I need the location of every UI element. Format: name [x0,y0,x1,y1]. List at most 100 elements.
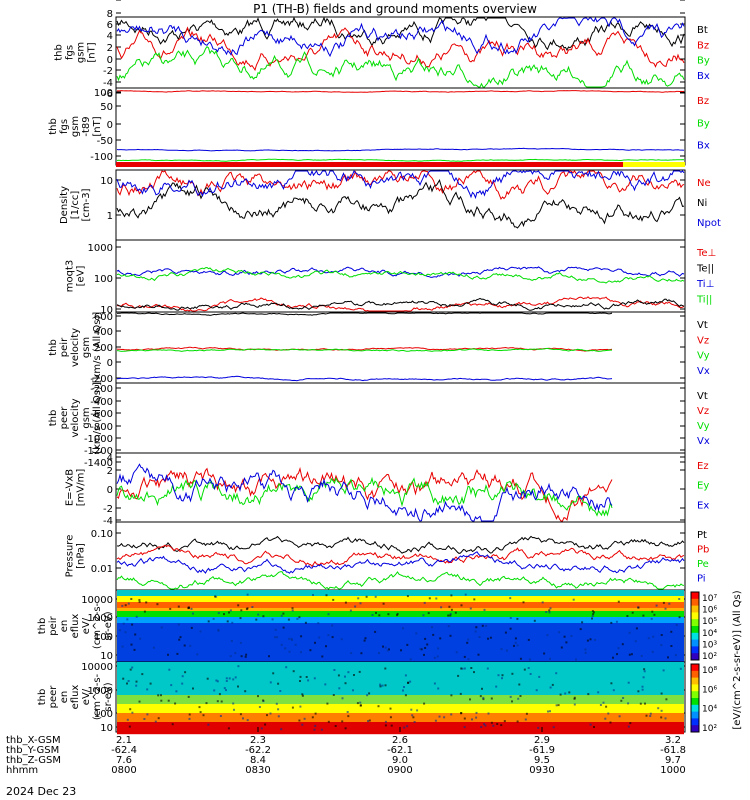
spectrogram-speck [490,721,493,724]
spectrogram-speck [440,606,443,609]
spectrogram-speck [129,668,132,671]
spectrogram-speck [363,639,366,642]
spectrogram-speck [277,708,280,711]
spectrogram-speck [423,653,425,656]
spectrogram-band [117,707,684,711]
spectrogram-speck [437,647,440,650]
spectrogram-band [117,680,684,684]
spectrogram-speck [352,689,354,692]
spectrogram-speck [327,613,330,616]
spectrogram-speck [470,667,473,669]
spectrogram-speck [384,720,387,723]
colorbar-segment [691,592,699,600]
spectrogram-speck [450,608,453,611]
ylabel-fgs_gsm: thbfgsgsm[nT] [54,42,98,63]
spectrogram-speck [423,702,426,705]
axis-row-value: 7.6 [116,755,132,766]
spectrogram-speck [475,716,478,719]
spectrogram-speck [545,611,548,613]
spectrogram-speck [629,722,632,725]
series-fgs_gsm-Bz [116,26,685,72]
spectrogram-speck [246,593,249,596]
spectrogram-speck [610,621,613,624]
ytick-label: -200 [90,374,113,385]
spectrogram-speck [359,704,362,707]
ytick-label: 1000 [88,686,113,697]
spectrogram-speck [538,675,541,678]
ytick-label: -600 [90,409,113,420]
spectrogram-speck [670,630,673,633]
spectrogram-speck [523,668,526,671]
spectrogram-speck [678,598,681,600]
spectrogram-speck [198,706,201,709]
spectrogram-speck [327,634,330,637]
spectrogram-speck [135,615,138,618]
spectrogram-band [117,629,684,633]
spectrogram-speck [433,656,436,659]
spectrogram-speck [537,726,540,729]
colorbar-segment [691,725,699,733]
spectrogram-speck [402,689,404,692]
spectrogram-speck [551,683,554,686]
legend-pressure-2: Pe [697,559,709,570]
ytick-label: 10000 [81,595,113,606]
spectrogram-band [117,689,684,693]
ylabel-peer_velocity: thbpeervelocitygsm[km/s (All Qs)] [48,382,103,454]
spectrogram-speck [651,650,654,653]
colorbar-segment [691,605,699,613]
spectrogram-speck [411,714,414,717]
spectrogram-speck [212,617,215,620]
spectrogram-speck [269,681,272,684]
spectrogram-speck [448,605,451,608]
ytick-label: -4 [103,78,113,89]
spectrogram-speck [660,644,663,647]
spectrogram-speck [271,618,274,621]
spectrogram-speck [482,696,485,699]
ytick-label: 10 [100,176,113,187]
series-fgs_gsm_t89-Bz [117,90,685,93]
spectrogram-speck [280,728,283,731]
spectrogram-speck [299,680,301,682]
spectrogram-speck [509,597,512,600]
spectrogram-speck [647,637,650,640]
spectrogram-speck [290,637,293,640]
spectrogram-speck [138,700,141,703]
spectrogram-speck [371,614,374,616]
series-fgs_gsm_t89-Bx [116,147,685,152]
spectrogram-speck [486,667,489,670]
spectrogram-speck [242,717,244,720]
legend-fgs_gsm-1: Bz [697,40,709,51]
axis-row-value: 2.6 [392,735,408,746]
spectrogram-speck [396,612,399,615]
spectrogram-speck [438,715,441,718]
spectrogram-speck [332,598,335,601]
spectrogram-speck [381,684,384,687]
spectrogram-speck [327,720,330,723]
spectrogram-speck [420,648,423,651]
spectrogram-speck [652,635,655,638]
spectrogram-speck [146,713,149,716]
spectrogram-speck [549,686,552,689]
spectrogram-speck [484,724,487,727]
axis-row-value: 9.5 [534,755,550,766]
ytick-label: 600 [94,312,113,323]
spectrogram-speck [138,600,141,603]
spectrogram-speck [450,694,453,697]
spectrogram-speck [156,603,159,606]
spectrogram-speck [301,694,304,697]
colorbar-tick: 10⁶ [702,606,717,616]
spectrogram-speck [347,715,350,718]
colorbar-tick: 10⁸ [702,666,717,676]
spectrogram-speck [318,636,321,639]
spectrogram-speck [325,594,328,597]
spectrogram-speck [592,611,595,614]
ytick-label: 1 [107,211,113,222]
spectrogram-speck [228,611,230,614]
spectrogram-band [117,731,684,735]
series-density-Npot [116,169,685,200]
spectrogram-speck [344,675,346,678]
axis-row-label: thb_Y-GSM [6,745,59,756]
ytick-label: 400 [94,327,113,338]
spectrogram-speck [143,610,146,613]
spectrogram-speck [467,638,470,641]
